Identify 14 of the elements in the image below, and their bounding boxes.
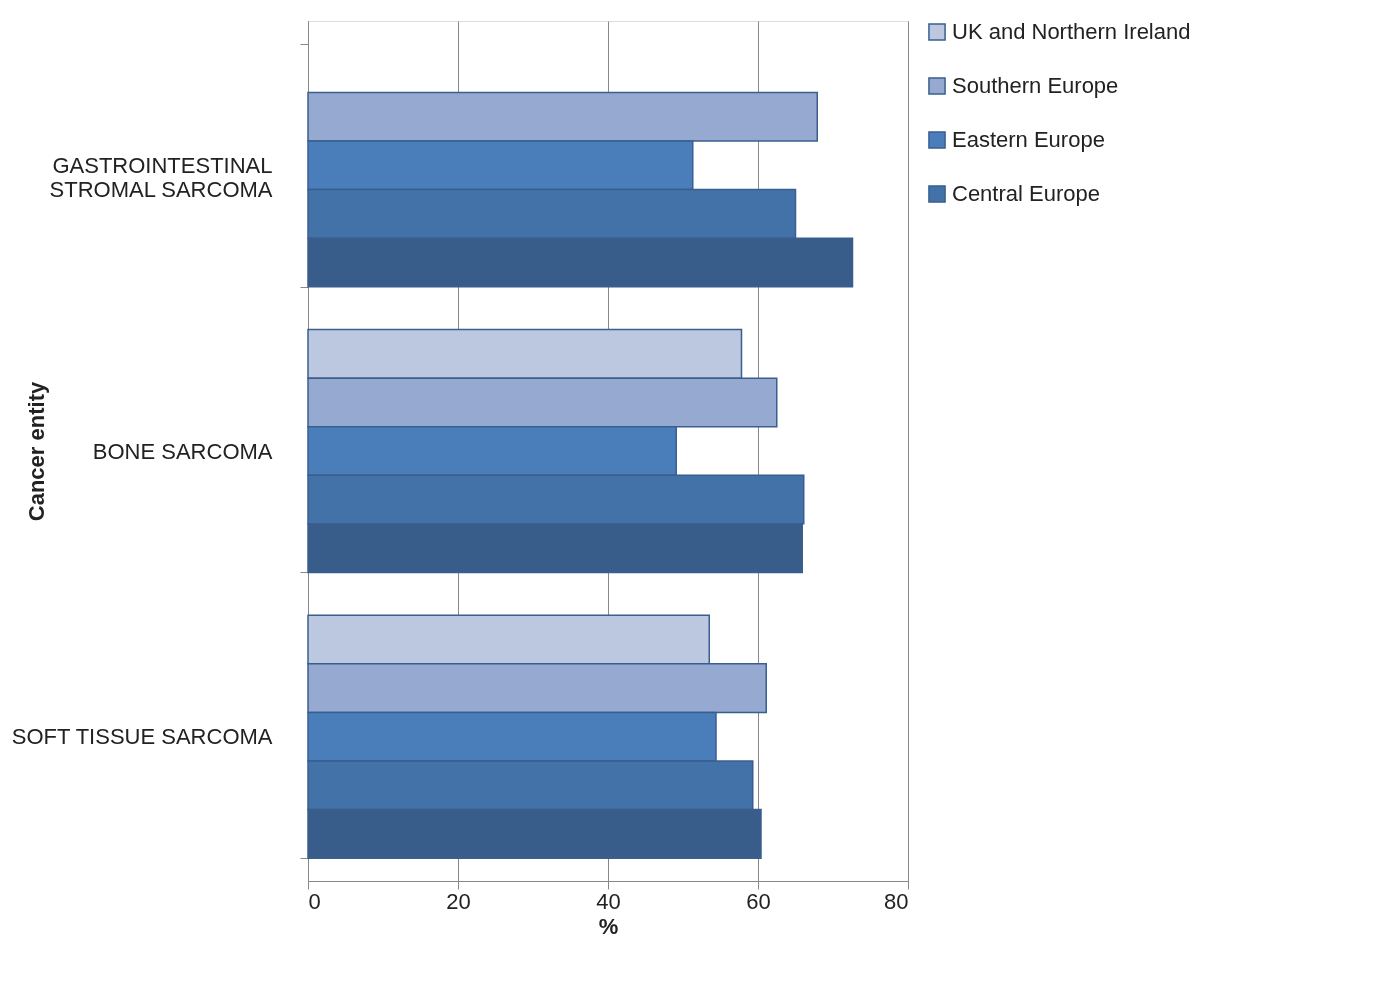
x-tick-label: 60 [746, 888, 771, 914]
x-tick-label: 0 [308, 888, 321, 914]
legend-label: Central Europe [952, 181, 1100, 206]
legend-label: Southern Europe [952, 73, 1119, 98]
x-axis-title: % [598, 913, 619, 939]
x-tick-label: 80 [884, 888, 909, 914]
legend-label: Eastern Europe [952, 127, 1105, 152]
x-tick-label: 20 [446, 888, 471, 914]
legend-label: UK and Northern Ireland [952, 19, 1191, 44]
y-axis-title: Cancer entity [23, 381, 49, 522]
x-tick-label: 40 [596, 888, 621, 914]
y-tick-label: GASTROINTESTINAL STROMAL SARCOMA [49, 152, 273, 202]
y-tick-label: BONE SARCOMA [92, 438, 273, 464]
y-tick-label: SOFT TISSUE SARCOMA [11, 724, 273, 750]
